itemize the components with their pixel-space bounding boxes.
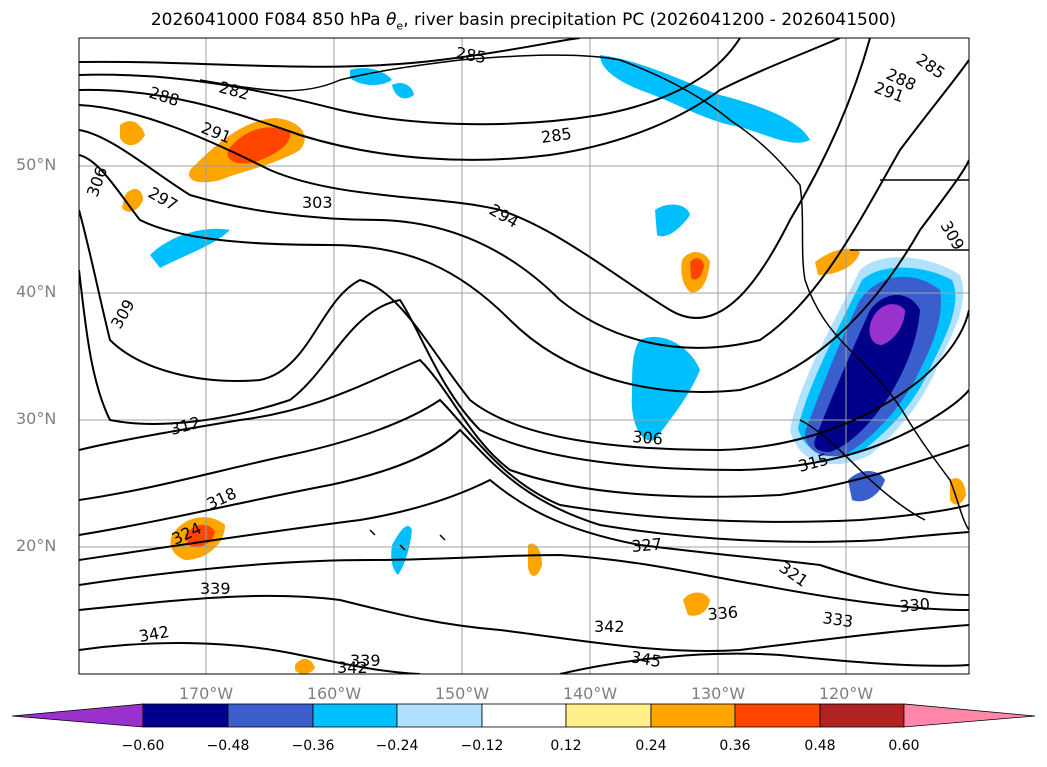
contour-label: 330	[899, 594, 931, 616]
contour-label: 297	[145, 183, 181, 215]
precip-blob-bc-coast	[600, 55, 810, 143]
colorbar-bin	[819, 703, 905, 728]
precip-blob-offshore	[631, 336, 700, 441]
precip-blob-wa-coast-core	[690, 258, 704, 280]
plot-frame	[78, 37, 970, 675]
coastlines	[199, 54, 969, 551]
precip-blob-nw-small-pos	[120, 121, 145, 146]
contour-label: 294	[486, 200, 522, 232]
contour-label: 327	[631, 534, 663, 556]
colorbar-bin	[396, 703, 483, 728]
lon-label-140w: 140°W	[562, 684, 618, 703]
colorbar-bin	[312, 703, 398, 728]
colorbar-bin	[650, 703, 736, 728]
contour-label: 282	[217, 78, 251, 104]
colorbar-tick-label: 0.48	[804, 738, 836, 754]
precip-blob-sw-us-core	[869, 304, 905, 345]
colorbar-bin	[227, 703, 314, 728]
colorbar-tick-label: −0.12	[460, 738, 504, 754]
contour-label: 285	[540, 124, 573, 147]
colorbar-bin	[734, 703, 821, 728]
colorbar-bin	[481, 703, 567, 728]
contour-label: 345	[629, 647, 662, 671]
contour-label: 288	[147, 83, 182, 111]
colorbar-tick-label: 0.60	[888, 738, 920, 754]
contour-label: 318	[204, 483, 240, 513]
colorbar-tick-label: −0.24	[375, 738, 419, 754]
colorbar-tick-label: −0.60	[121, 738, 165, 754]
precip-blob-hawaii	[391, 525, 412, 575]
precip-blob-washington	[655, 204, 690, 237]
lon-label-160w: 160°W	[306, 684, 362, 703]
lon-label-120w: 120°W	[818, 684, 874, 703]
colorbar-tick-label: −0.36	[291, 738, 335, 754]
precip-blob-south-pos	[295, 658, 315, 674]
lat-label-40n: 40°N	[16, 282, 57, 301]
colorbar-bin	[142, 703, 229, 728]
contour-label: 306	[83, 164, 111, 199]
contour-label: 333	[821, 608, 854, 631]
lat-label-50n: 50°N	[16, 155, 57, 174]
lat-label-20n: 20°N	[16, 536, 57, 555]
colorbar-tick-label: −0.48	[206, 738, 250, 754]
colorbar-tick-label: 0.12	[550, 738, 582, 754]
contour-label: 339	[200, 579, 231, 598]
colorbar-tick-label: 0.24	[635, 738, 667, 754]
contour-label: 342	[594, 617, 625, 636]
lon-label-150w: 150°W	[434, 684, 490, 703]
lon-label-170w: 170°W	[178, 684, 234, 703]
precip-blob-east-pac-pos	[683, 592, 710, 616]
contour-label: 339	[350, 651, 381, 670]
contour-label: 309	[107, 296, 139, 332]
contour-label: 342	[337, 658, 368, 677]
precip-blob-sub-pos	[528, 543, 542, 576]
colorbar-bin	[565, 703, 652, 728]
colorbar-extend-high	[903, 703, 1036, 728]
precip-blob-aleutian-core	[227, 127, 291, 164]
contour-label: 312	[168, 413, 202, 439]
precipitation-shading	[120, 55, 966, 674]
precip-blob-mex-pos	[950, 478, 966, 505]
precip-blob-gulf-alaska	[350, 68, 392, 86]
colorbar-extend-low	[11, 703, 144, 728]
precip-blob-gulf-2	[392, 83, 414, 99]
contour-label: 315	[796, 450, 830, 476]
precip-blob-ne-pos	[122, 188, 143, 212]
contour-label: 336	[707, 602, 739, 624]
lat-label-30n: 30°N	[16, 409, 57, 428]
precip-blob-nv-pos	[815, 248, 860, 275]
colorbar-tick-label: 0.36	[719, 738, 751, 754]
map-title: 2026041000 F084 850 hPa θe, river basin …	[150, 10, 897, 33]
colorbar	[11, 703, 1036, 728]
contour-label: 285	[454, 43, 487, 67]
contour-label: 303	[302, 193, 333, 212]
lon-label-130w: 130°W	[690, 684, 746, 703]
contour-label: 306	[632, 427, 664, 449]
contour-label: 309	[937, 218, 969, 254]
